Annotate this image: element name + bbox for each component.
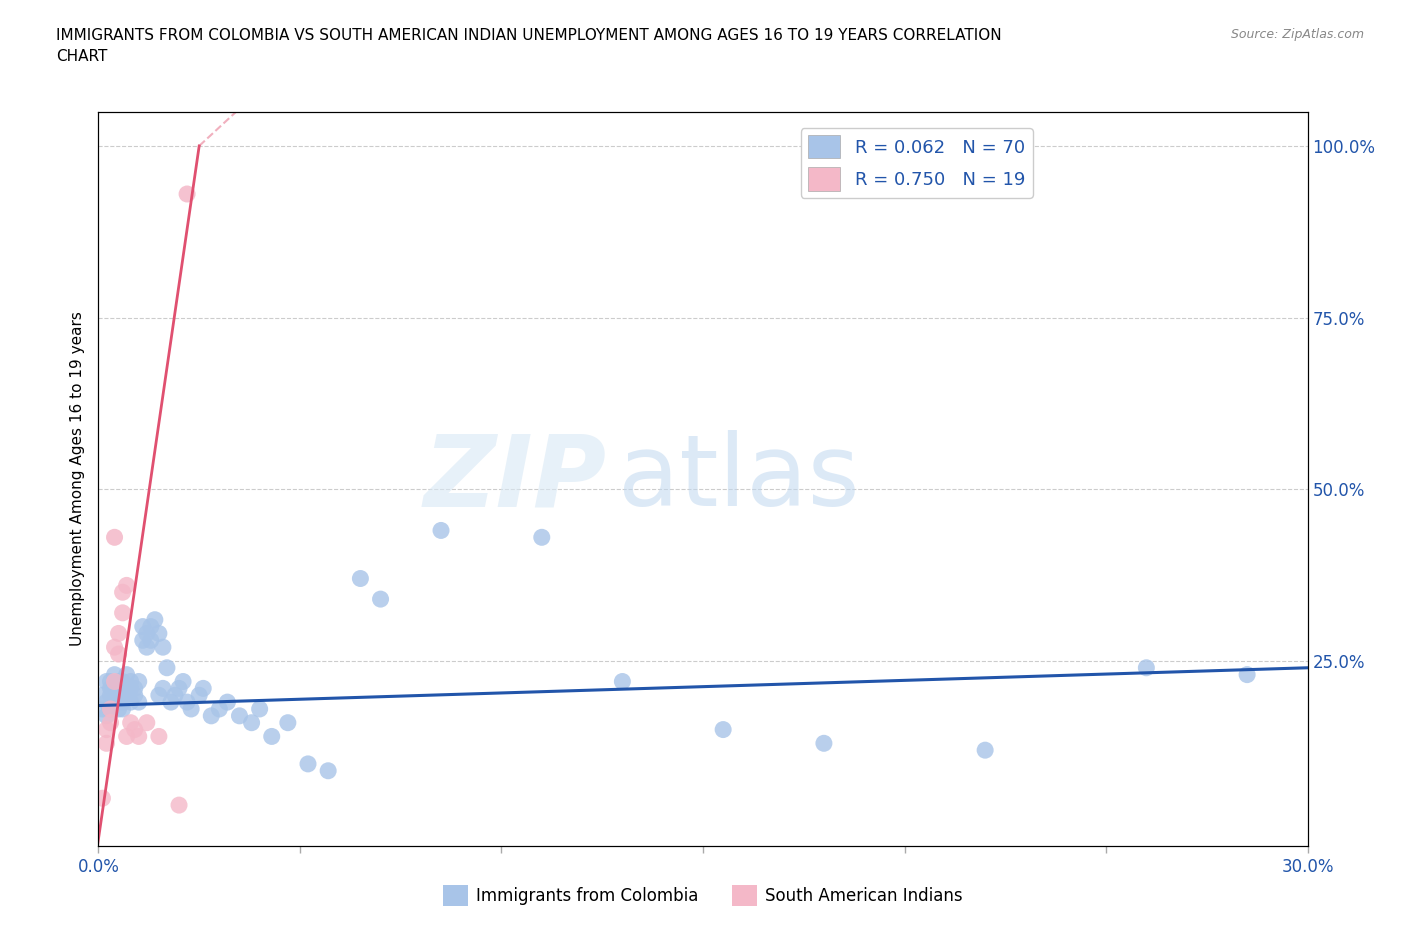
Point (107, 701, 129, 716)
Point (107, 681, 129, 696)
Point (115, 667, 138, 682)
Point (813, 736, 835, 751)
Point (135, 626, 157, 641)
Point (103, 530, 125, 545)
Point (107, 674, 129, 689)
Point (152, 681, 174, 696)
Legend: R = 0.062   N = 70, R = 0.750   N = 19: R = 0.062 N = 70, R = 0.750 N = 19 (801, 128, 1032, 198)
Point (124, 722, 146, 737)
Point (111, 605, 134, 620)
Text: atlas: atlas (619, 431, 860, 527)
Point (111, 688, 134, 703)
Point (193, 681, 215, 696)
Point (139, 633, 162, 648)
Point (91, 790, 114, 805)
Point (163, 688, 186, 703)
Point (100, 681, 122, 696)
Point (297, 756, 319, 771)
Point (124, 688, 146, 703)
Point (128, 674, 150, 689)
Point (96, 674, 118, 689)
Point (115, 681, 138, 696)
Point (100, 701, 122, 716)
Point (188, 688, 211, 703)
Point (277, 715, 299, 730)
Point (200, 709, 222, 724)
Point (111, 695, 134, 710)
Point (228, 709, 250, 724)
Point (167, 798, 190, 813)
Point (172, 674, 194, 689)
Point (124, 681, 146, 696)
Point (143, 612, 166, 627)
Point (176, 187, 198, 202)
Point (152, 640, 174, 655)
Point (111, 674, 134, 689)
Point (111, 701, 134, 716)
Point (1135, 660, 1157, 675)
Point (91, 688, 114, 703)
Point (240, 715, 263, 730)
Point (156, 660, 179, 675)
Legend: Immigrants from Colombia, South American Indians: Immigrants from Colombia, South American… (436, 879, 970, 912)
Point (1236, 667, 1258, 682)
Point (711, 722, 734, 737)
Text: ZIP: ZIP (423, 431, 606, 527)
Point (217, 695, 239, 710)
Point (370, 591, 392, 606)
Point (160, 695, 183, 710)
Point (135, 640, 157, 655)
Point (120, 674, 142, 689)
Point (120, 681, 142, 696)
Point (167, 681, 190, 696)
Point (111, 585, 134, 600)
Point (103, 695, 125, 710)
Point (139, 619, 162, 634)
Point (530, 530, 553, 545)
Point (96, 709, 118, 724)
Point (120, 695, 142, 710)
Point (176, 695, 198, 710)
Point (100, 674, 122, 689)
Point (148, 626, 170, 641)
Point (208, 701, 231, 716)
Point (260, 729, 283, 744)
Point (115, 729, 138, 744)
Point (96, 736, 118, 751)
Point (100, 701, 122, 716)
Point (132, 619, 155, 634)
Point (96, 695, 118, 710)
Point (135, 715, 157, 730)
Y-axis label: Unemployment Among Ages 16 to 19 years: Unemployment Among Ages 16 to 19 years (69, 312, 84, 646)
Point (103, 667, 125, 682)
Point (96, 722, 118, 737)
Point (100, 688, 122, 703)
Point (974, 743, 997, 758)
Point (148, 729, 170, 744)
Point (132, 633, 155, 648)
Point (91, 701, 114, 716)
Point (128, 729, 150, 744)
Text: Source: ZipAtlas.com: Source: ZipAtlas.com (1230, 28, 1364, 41)
Point (107, 626, 129, 641)
Point (103, 674, 125, 689)
Text: IMMIGRANTS FROM COLOMBIA VS SOUTH AMERICAN INDIAN UNEMPLOYMENT AMONG AGES 16 TO : IMMIGRANTS FROM COLOMBIA VS SOUTH AMERIC… (56, 28, 1002, 64)
Point (148, 688, 170, 703)
Point (100, 715, 122, 730)
Point (349, 571, 371, 586)
Point (103, 681, 125, 696)
Point (128, 695, 150, 710)
Point (107, 646, 129, 661)
Point (430, 523, 453, 538)
Point (115, 688, 138, 703)
Point (316, 764, 339, 778)
Point (107, 688, 129, 703)
Point (115, 578, 138, 592)
Point (249, 701, 271, 716)
Point (612, 674, 634, 689)
Point (180, 701, 202, 716)
Point (103, 640, 125, 655)
Point (120, 715, 142, 730)
